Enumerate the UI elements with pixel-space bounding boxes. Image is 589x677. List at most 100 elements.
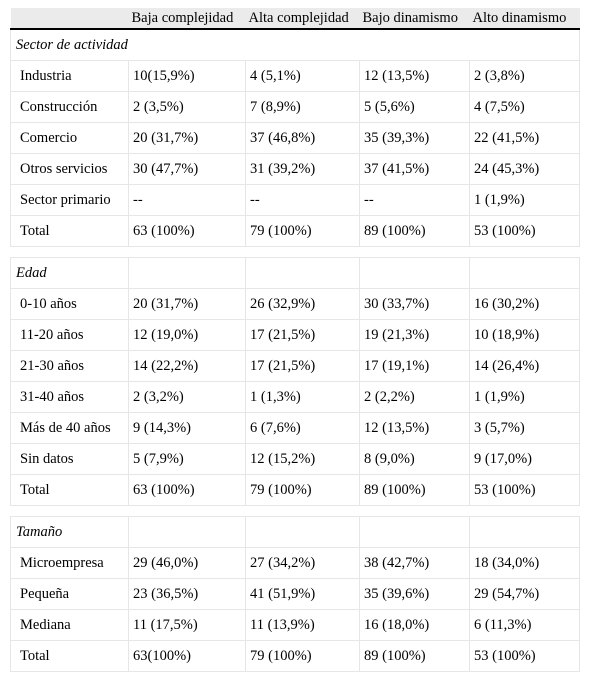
data-cell: 19 (21,3%): [359, 319, 470, 351]
data-cell: 10 (18,9%): [469, 319, 580, 351]
table-row: Pequeña 23 (36,5%) 41 (51,9%) 35 (39,6%) 29 …: [10, 578, 580, 610]
row-label: 0-10 años: [10, 288, 129, 320]
data-cell: 6 (7,6%): [245, 412, 360, 444]
header-cell-bajo-dinamismo: Bajo dinamismo: [359, 8, 470, 30]
data-cell: 23 (36,5%): [128, 578, 246, 610]
header-row: Baja complejidad Alta complejidad Bajo d…: [10, 8, 580, 30]
row-label: Industria: [10, 60, 129, 92]
row-label: Pequeña: [10, 578, 129, 610]
table-row: Más de 40 años 9 (14,3%) 6 (7,6%) 12 (13,5%…: [10, 412, 580, 444]
data-cell: 8 (9,0%): [359, 443, 470, 475]
spacer-cell: [359, 505, 470, 517]
table-row: 11-20 años 12 (19,0%) 17 (21,5%) 19 (21,3%)…: [10, 319, 580, 351]
data-cell: 16 (18,0%): [359, 609, 470, 641]
section-header-row: Edad: [10, 257, 580, 289]
data-cell: 79 (100%): [245, 215, 360, 247]
data-cell: 12 (13,5%): [359, 412, 470, 444]
row-label: 11-20 años: [10, 319, 129, 351]
data-cell: 5 (5,6%): [359, 91, 470, 123]
data-table: Baja complejidad Alta complejidad Bajo d…: [10, 8, 580, 672]
row-label: Microempresa: [10, 547, 129, 579]
data-cell: 17 (21,5%): [245, 350, 360, 382]
spacer-cell: [469, 505, 580, 517]
spacer-cell: [359, 246, 470, 258]
header-cell-alto-dinamismo: Alto dinamismo: [469, 8, 580, 30]
data-cell: 63(100%): [128, 640, 246, 672]
data-cell: 3 (5,7%): [469, 412, 580, 444]
data-cell: 9 (14,3%): [128, 412, 246, 444]
data-cell: 18 (34,0%): [469, 547, 580, 579]
section-header-row: Tamaño: [10, 516, 580, 548]
data-cell: 17 (19,1%): [359, 350, 470, 382]
section-spacer-row: [10, 505, 580, 517]
data-cell: 2 (3,5%): [128, 91, 246, 123]
empty-cell: [359, 257, 470, 289]
data-cell: 30 (47,7%): [128, 153, 246, 185]
data-cell: --: [245, 184, 360, 216]
header-cell-alta-complejidad: Alta complejidad: [245, 8, 360, 30]
table-row: Mediana 11 (17,5%) 11 (13,9%) 16 (18,0%) 6 (…: [10, 609, 580, 641]
table-row: 31-40 años 2 (3,2%) 1 (1,3%) 2 (2,2%) 1 (1,9…: [10, 381, 580, 413]
data-cell: 5 (7,9%): [128, 443, 246, 475]
data-cell: 79 (100%): [245, 640, 360, 672]
data-cell: 12 (19,0%): [128, 319, 246, 351]
table-row: Sin datos 5 (7,9%) 12 (15,2%) 8 (9,0%) 9 (17…: [10, 443, 580, 475]
data-cell: 14 (26,4%): [469, 350, 580, 382]
table-row: Total 63(100%) 79 (100%) 89 (100%) 53 (100%): [10, 640, 580, 672]
table-row: Industria 10(15,9%) 4 (5,1%) 12 (13,5%) 2 (3…: [10, 60, 580, 92]
data-cell: 31 (39,2%): [245, 153, 360, 185]
empty-cell: [359, 516, 470, 548]
data-cell: 53 (100%): [469, 474, 580, 506]
data-cell: 30 (33,7%): [359, 288, 470, 320]
section-title: Sector de actividad: [10, 28, 580, 61]
table-row: 0-10 años 20 (31,7%) 26 (32,9%) 30 (33,7%) 1…: [10, 288, 580, 320]
data-cell: 4 (7,5%): [469, 91, 580, 123]
data-cell: 11 (13,9%): [245, 609, 360, 641]
empty-cell: [128, 257, 246, 289]
data-cell: 79 (100%): [245, 474, 360, 506]
empty-cell: [469, 257, 580, 289]
data-cell: 14 (22,2%): [128, 350, 246, 382]
table-body: Sector de actividad Industria 10(15,9%) 4 (…: [10, 28, 580, 672]
section-title: Tamaño: [10, 516, 129, 548]
data-cell: 29 (54,7%): [469, 578, 580, 610]
data-cell: 89 (100%): [359, 640, 470, 672]
header-cell-baja-complejidad: Baja complejidad: [128, 8, 246, 30]
row-label: 21-30 años: [10, 350, 129, 382]
data-cell: 17 (21,5%): [245, 319, 360, 351]
data-cell: 12 (15,2%): [245, 443, 360, 475]
data-cell: 22 (41,5%): [469, 122, 580, 154]
data-cell: 10(15,9%): [128, 60, 246, 92]
data-cell: 35 (39,3%): [359, 122, 470, 154]
spacer-cell: [245, 246, 360, 258]
data-cell: 12 (13,5%): [359, 60, 470, 92]
table-row: Construcción 2 (3,5%) 7 (8,9%) 5 (5,6%) 4 (7…: [10, 91, 580, 123]
section-spacer-row: [10, 246, 580, 258]
row-label: Sector primario: [10, 184, 129, 216]
data-cell: 11 (17,5%): [128, 609, 246, 641]
row-label: Más de 40 años: [10, 412, 129, 444]
data-cell: 1 (1,9%): [469, 184, 580, 216]
data-cell: 20 (31,7%): [128, 288, 246, 320]
table-row: Microempresa 29 (46,0%) 27 (34,2%) 38 (42,7…: [10, 547, 580, 579]
data-cell: 37 (46,8%): [245, 122, 360, 154]
spacer-cell: [128, 505, 246, 517]
row-label: Otros servicios: [10, 153, 129, 185]
data-cell: --: [359, 184, 470, 216]
row-label: 31-40 años: [10, 381, 129, 413]
data-cell: 1 (1,3%): [245, 381, 360, 413]
table-row: Otros servicios 30 (47,7%) 31 (39,2%) 37 (4…: [10, 153, 580, 185]
data-cell: 63 (100%): [128, 474, 246, 506]
data-cell: 35 (39,6%): [359, 578, 470, 610]
data-cell: 63 (100%): [128, 215, 246, 247]
data-cell: 20 (31,7%): [128, 122, 246, 154]
data-cell: 27 (34,2%): [245, 547, 360, 579]
spacer-cell: [128, 246, 246, 258]
section-title: Edad: [10, 257, 129, 289]
table-row: 21-30 años 14 (22,2%) 17 (21,5%) 17 (19,1%)…: [10, 350, 580, 382]
data-cell: 29 (46,0%): [128, 547, 246, 579]
data-cell: 2 (3,8%): [469, 60, 580, 92]
data-cell: 38 (42,7%): [359, 547, 470, 579]
row-label: Comercio: [10, 122, 129, 154]
table-row: Comercio 20 (31,7%) 37 (46,8%) 35 (39,3%) 22…: [10, 122, 580, 154]
